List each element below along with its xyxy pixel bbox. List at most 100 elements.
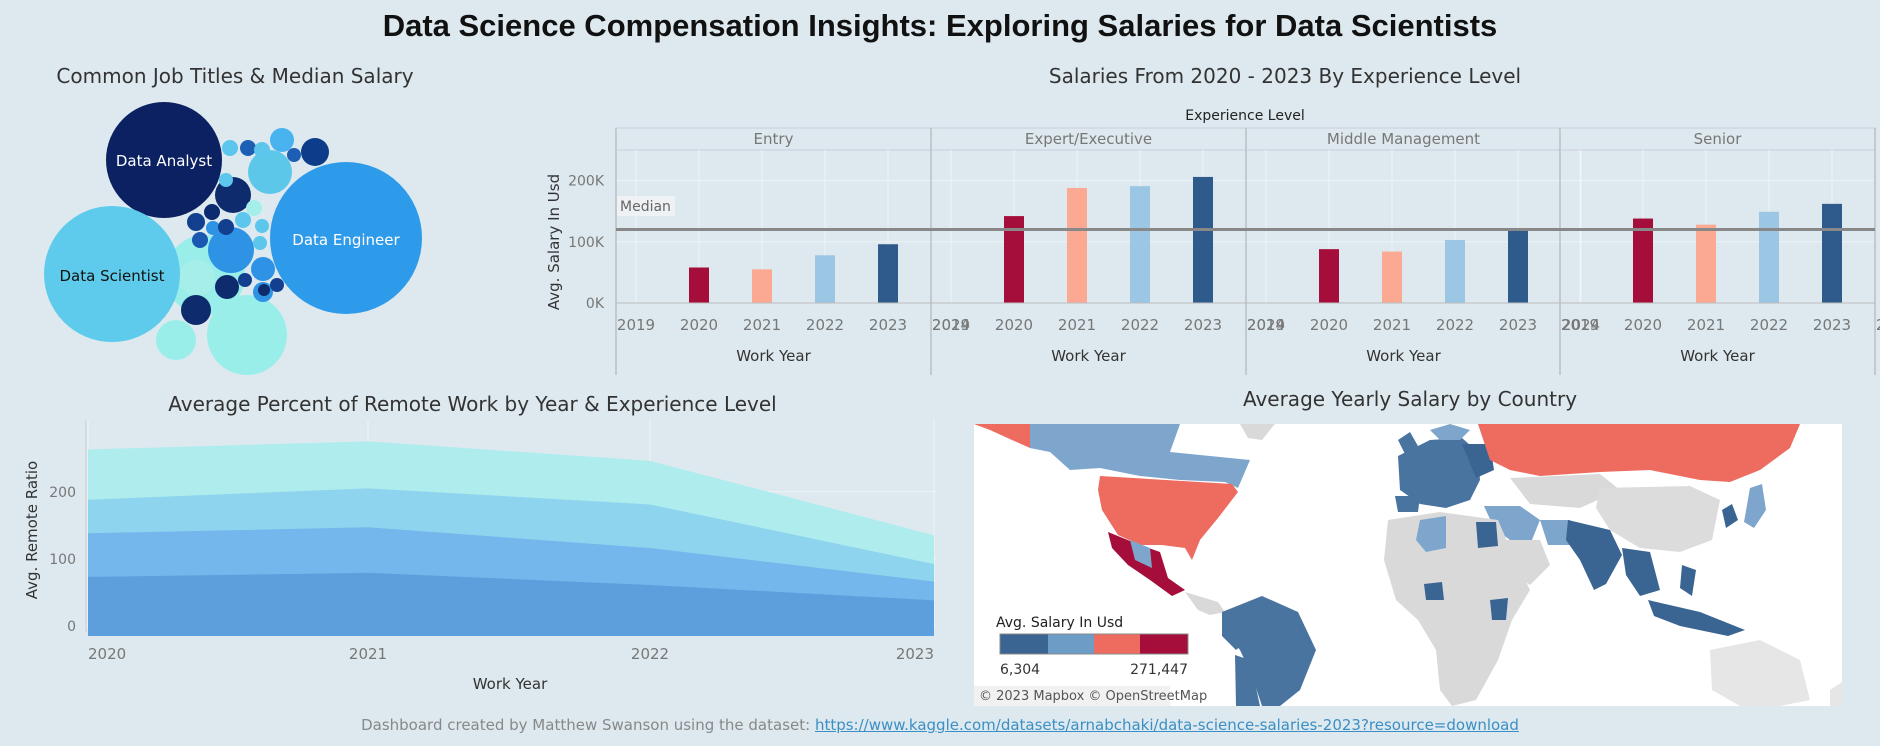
bubble-label: Data Analyst: [116, 152, 212, 170]
bubble-data-scientist[interactable]: [44, 206, 180, 342]
country-greenland[interactable]: [1240, 424, 1275, 440]
country-brazil[interactable]: [1222, 596, 1316, 706]
country-korea[interactable]: [1722, 504, 1738, 528]
legend-swatch: [1094, 634, 1140, 654]
bubble[interactable]: [156, 320, 196, 360]
map-attribution[interactable]: © 2023 Mapbox © OpenStreetMap: [979, 689, 1207, 704]
y-tick-label: 100: [49, 552, 76, 568]
x-tick-label: 2021: [349, 645, 387, 663]
x-axis-label: Work Year: [1366, 347, 1441, 365]
y-axis-label: Avg. Remote Ratio: [23, 461, 41, 599]
x-tick-label: 2023: [869, 316, 907, 334]
y-tick-label: 200: [49, 485, 76, 501]
x-tick-label: 2019: [1247, 316, 1285, 334]
x-axis-label: Work Year: [473, 675, 548, 693]
bubble-data-engineer[interactable]: [270, 162, 422, 314]
country-shape[interactable]: [1222, 612, 1248, 650]
country-algeria[interactable]: [1416, 516, 1446, 552]
bubble[interactable]: [179, 260, 215, 296]
bubble[interactable]: [254, 142, 270, 158]
country-shape[interactable]: [1235, 655, 1260, 706]
bubble[interactable]: [258, 284, 270, 296]
x-tick-label: 2021: [1058, 316, 1096, 334]
bubble[interactable]: [255, 219, 269, 233]
bubble[interactable]: [204, 204, 220, 220]
column-header: Experience Level: [1185, 108, 1304, 124]
country-kazakhstan[interactable]: [1510, 474, 1620, 508]
country-shape[interactable]: [1185, 592, 1225, 615]
country-africa[interactable]: [1384, 512, 1530, 706]
bar: [878, 244, 898, 303]
country-usa[interactable]: [1098, 476, 1238, 560]
bubble-data-analyst[interactable]: [106, 102, 222, 218]
country-turkey-iran[interactable]: [1484, 506, 1540, 540]
country-japan[interactable]: [1744, 484, 1766, 528]
x-tick-label: 2019: [617, 316, 655, 334]
bubble[interactable]: [253, 236, 267, 250]
x-tick-label: 2022: [1121, 316, 1159, 334]
bubble[interactable]: [301, 138, 329, 166]
area-series: [88, 573, 934, 636]
country-shape[interactable]: [1540, 520, 1570, 545]
country-indonesia[interactable]: [1648, 600, 1745, 636]
country-spain[interactable]: [1395, 496, 1420, 512]
x-tick-label: 2024: [932, 316, 970, 334]
country-nz[interactable]: [1830, 682, 1842, 706]
country-india[interactable]: [1566, 520, 1622, 590]
x-tick-label: 2022: [1436, 316, 1474, 334]
bubble[interactable]: [218, 219, 234, 235]
bubble[interactable]: [270, 128, 294, 152]
country-shape[interactable]: [1462, 444, 1494, 478]
country-shape[interactable]: [1468, 650, 1496, 678]
country-russia[interactable]: [1478, 424, 1800, 482]
country-kenya[interactable]: [1490, 598, 1508, 620]
bubble[interactable]: [235, 212, 251, 228]
y-tick-label: 100K: [568, 235, 605, 251]
map-legend-ramp: [999, 633, 1189, 655]
dataset-link[interactable]: https://www.kaggle.com/datasets/arnabcha…: [814, 716, 1519, 734]
x-tick-label: 2022: [1750, 316, 1788, 334]
bubble[interactable]: [248, 150, 292, 194]
bubble[interactable]: [222, 140, 238, 156]
bubble[interactable]: [206, 221, 220, 235]
country-europe[interactable]: [1398, 438, 1480, 508]
world-map[interactable]: Avg. Salary In Usd 6,304 271,447 © 2023 …: [974, 424, 1842, 706]
bubble[interactable]: [270, 278, 284, 292]
bar: [1319, 249, 1339, 303]
country-canada[interactable]: [1030, 424, 1250, 488]
bubble[interactable]: [238, 273, 252, 287]
area-line: [87, 488, 935, 566]
bubble[interactable]: [251, 257, 275, 281]
bubble[interactable]: [215, 275, 239, 299]
legend-max-value: 271,447: [1130, 662, 1188, 678]
bubble[interactable]: [219, 173, 233, 187]
bar: [1633, 218, 1653, 303]
country-thailand[interactable]: [1622, 548, 1660, 596]
bubble[interactable]: [240, 140, 256, 156]
bubble[interactable]: [246, 200, 262, 216]
country-australia[interactable]: [1710, 640, 1810, 706]
country-nigeria[interactable]: [1424, 582, 1444, 600]
country-scandinavia[interactable]: [1430, 424, 1470, 440]
bubble[interactable]: [208, 227, 254, 273]
x-tick-label: 2024: [1562, 316, 1600, 334]
map-legend-title: Avg. Salary In Usd: [996, 615, 1123, 631]
salary-chart-title: Salaries From 2020 - 2023 By Experience …: [1048, 64, 1522, 88]
x-tick-label: 2019: [1561, 316, 1599, 334]
legend-swatch: [1000, 634, 1048, 654]
x-tick-label: 2020: [1310, 316, 1348, 334]
salary-map[interactable]: Avg. Salary In Usd 6,304 271,447 © 2023 …: [974, 424, 1842, 706]
panel-label: Entry: [754, 130, 794, 148]
bubble[interactable]: [192, 232, 208, 248]
country-saudi[interactable]: [1500, 540, 1550, 585]
bubble[interactable]: [181, 295, 211, 325]
country-shape[interactable]: [1130, 540, 1152, 568]
country-uk[interactable]: [1398, 432, 1418, 456]
x-tick-label: 2022: [806, 316, 844, 334]
country-egypt[interactable]: [1476, 522, 1498, 548]
country-china[interactable]: [1596, 486, 1720, 552]
bubble[interactable]: [207, 295, 287, 375]
bubble[interactable]: [287, 148, 301, 162]
bubble[interactable]: [187, 213, 205, 231]
country-philippines[interactable]: [1680, 565, 1696, 596]
